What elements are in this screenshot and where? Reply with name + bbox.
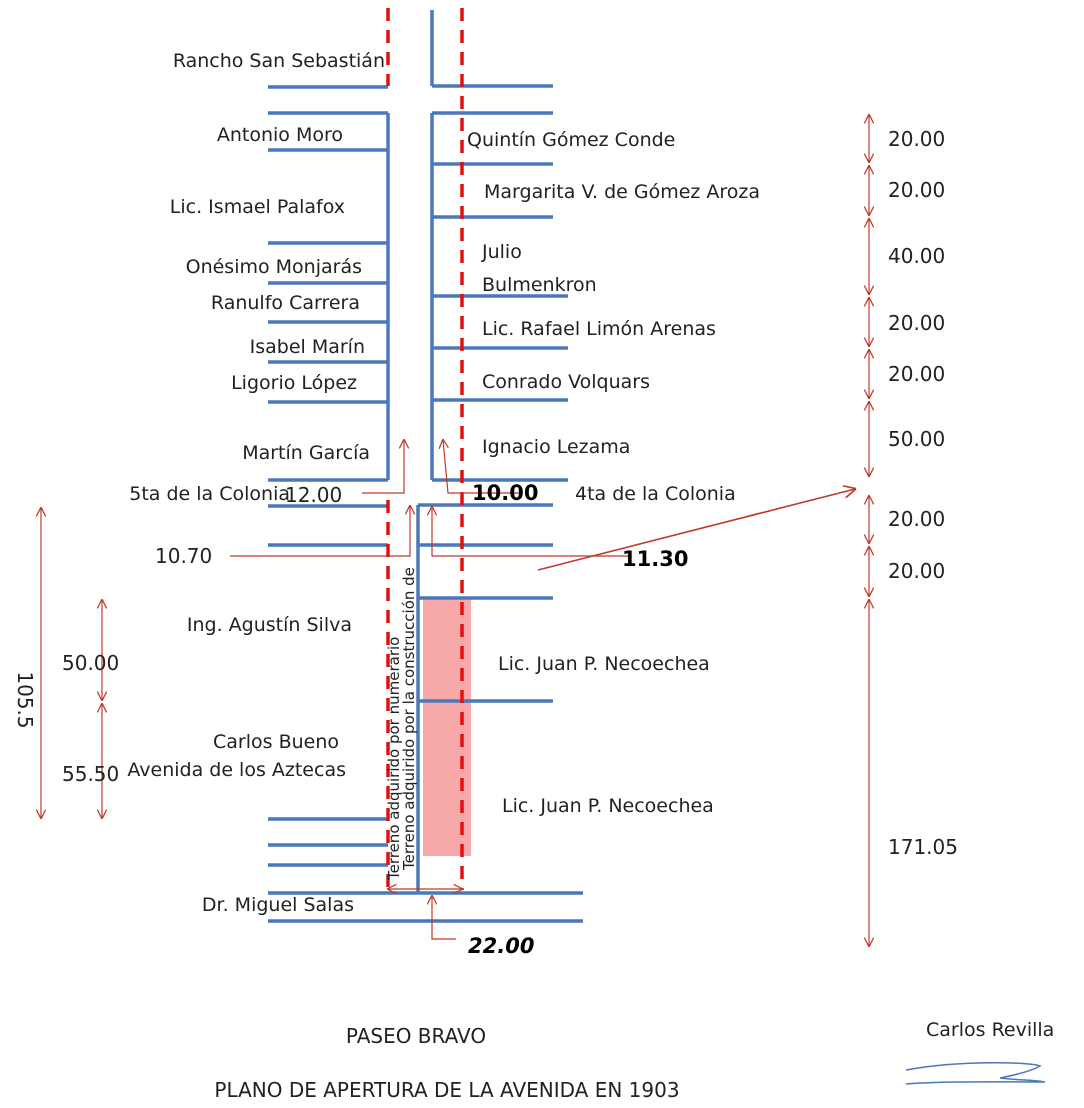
note-construccion: Terreno adquirido por la construcción de: [400, 567, 418, 871]
label-colonia5: 5ta de la Colonia: [129, 483, 290, 505]
label-salas: Dr. Miguel Salas: [202, 894, 354, 916]
label-moro: Antonio Moro: [217, 124, 343, 146]
dim-right-9: 171.05: [888, 835, 958, 859]
label-volquars: Conrado Volquars: [482, 371, 650, 393]
left-dimension-lines: [41, 508, 102, 818]
width-22-00: 22.00: [468, 934, 534, 958]
label-carrera: Ranulfo Carrera: [211, 292, 360, 314]
label-marin: Isabel Marín: [250, 336, 365, 358]
label-colonia4: 4ta de la Colonia: [575, 483, 736, 505]
dim-right-3: 40.00: [888, 244, 945, 268]
dim-right-5: 20.00: [888, 362, 945, 386]
width-10-00: 10.00: [472, 481, 538, 505]
note-numerario: Terreno adquirido por numerario: [385, 637, 403, 881]
label-necoechea-1: Lic. Juan P. Necoechea: [498, 653, 710, 675]
width-11-30: 11.30: [622, 547, 688, 571]
label-gomez-aroza: Margarita V. de Gómez Aroza: [484, 181, 760, 203]
left-lot-lines: [268, 85, 583, 923]
width-12-00: 12.00: [285, 483, 342, 507]
label-limon: Lic. Rafael Limón Arenas: [482, 318, 716, 340]
label-lopez: Ligorio López: [231, 372, 357, 394]
dim-right-1: 20.00: [888, 127, 945, 151]
dim-left-total: 105.5: [13, 671, 37, 728]
label-silva: Ing. Agustín Silva: [187, 614, 352, 636]
label-monjaras: Onésimo Monjarás: [186, 256, 362, 278]
street-edges: [386, 8, 464, 890]
dim-right-2: 20.00: [888, 178, 945, 202]
dim-left-upper: 50.00: [62, 651, 119, 675]
plan-title: PLANO DE APERTURA DE LA AVENIDA EN 1903: [214, 1078, 679, 1102]
label-lezama: Ignacio Lezama: [482, 436, 630, 458]
dim-left-lower: 55.50: [62, 762, 119, 786]
label-necoechea-2: Lic. Juan P. Necoechea: [502, 795, 714, 817]
author-signature-stroke: [905, 1062, 1046, 1085]
width-10-70: 10.70: [155, 544, 212, 568]
author-name: Carlos Revilla: [926, 1019, 1054, 1041]
dim-right-7: 20.00: [888, 507, 945, 531]
label-garcia: Martín García: [242, 442, 370, 464]
acquired-land-area: [423, 598, 471, 856]
street-width-leaders: [230, 440, 855, 940]
paseo-bravo-label: PASEO BRAVO: [346, 1024, 486, 1048]
label-aztecas: Avenida de los Aztecas: [127, 759, 346, 781]
label-rancho: Rancho San Sebastián: [173, 50, 385, 72]
label-palafox: Lic. Ismael Palafox: [170, 196, 345, 218]
right-lot-lines: [416, 10, 568, 893]
dim-right-4: 20.00: [888, 311, 945, 335]
dim-right-8: 20.00: [888, 559, 945, 583]
label-gomez-conde: Quintín Gómez Conde: [467, 129, 675, 151]
label-bueno: Carlos Bueno: [213, 731, 339, 753]
label-bulmenkron: Bulmenkron: [482, 274, 597, 296]
dim-right-6: 50.00: [888, 427, 945, 451]
label-julio: Julio: [481, 241, 522, 263]
